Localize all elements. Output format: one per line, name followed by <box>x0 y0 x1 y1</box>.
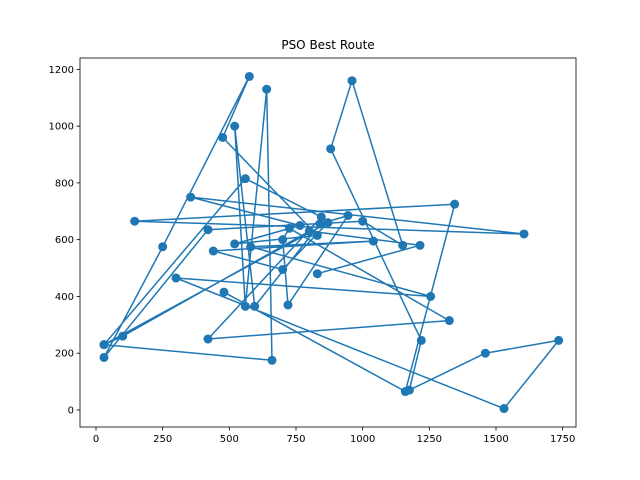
x-tick-label: 750 <box>286 434 305 445</box>
route-point <box>315 219 325 229</box>
route-point <box>323 218 333 228</box>
route-point <box>99 340 109 350</box>
y-tick-label: 0 <box>68 405 74 416</box>
route-point <box>203 225 213 235</box>
route-point <box>158 242 168 252</box>
y-tick-label: 800 <box>55 178 74 189</box>
route-point <box>398 240 408 250</box>
y-tick-label: 600 <box>55 235 74 246</box>
route-point <box>368 236 378 246</box>
x-tick-label: 1250 <box>417 434 442 445</box>
route-point <box>230 121 240 131</box>
route-point <box>130 216 140 226</box>
route-point <box>499 404 509 414</box>
route-point <box>230 239 240 249</box>
route-point <box>171 273 181 283</box>
route-point <box>343 211 353 221</box>
route-point <box>326 144 336 154</box>
y-axis: 0 200 400 600 800 1000 1200 <box>49 65 80 416</box>
y-tick-label: 200 <box>55 349 74 360</box>
route-point <box>99 352 109 362</box>
route-point <box>347 76 357 86</box>
plot-frame <box>79 57 577 428</box>
route-point <box>267 355 277 365</box>
route-point <box>480 348 490 358</box>
route-point <box>295 220 305 230</box>
route-point <box>246 242 256 252</box>
route-point <box>416 335 426 345</box>
route-point <box>284 223 294 233</box>
route-point <box>312 230 322 240</box>
route-point <box>316 212 326 222</box>
route-point <box>250 301 260 311</box>
x-tick-label: 1500 <box>483 434 508 445</box>
x-tick-label: 0 <box>93 434 99 445</box>
route-point <box>208 246 218 256</box>
route-point <box>358 216 368 226</box>
route-line <box>103 75 560 410</box>
route-point <box>404 385 414 395</box>
route-point <box>186 192 196 202</box>
y-tick-label: 1200 <box>49 65 74 76</box>
route-point <box>278 264 288 274</box>
route-point <box>554 335 564 345</box>
route-point <box>203 334 213 344</box>
route-point <box>219 287 229 297</box>
route-point <box>244 71 254 81</box>
route-point <box>262 84 272 94</box>
route-point <box>312 269 322 279</box>
x-axis: 0 250 500 750 1000 1250 1500 1750 <box>93 427 575 445</box>
x-tick-label: 250 <box>153 434 172 445</box>
route-point <box>444 316 454 326</box>
x-tick-label: 1000 <box>350 434 375 445</box>
route-point <box>118 331 128 341</box>
route-series <box>99 71 564 414</box>
chart-title: PSO Best Route <box>281 38 374 52</box>
route-point <box>450 199 460 209</box>
route-point <box>519 229 529 239</box>
route-point <box>278 235 288 245</box>
x-tick-label: 1750 <box>550 434 575 445</box>
route-point <box>218 132 228 142</box>
route-point <box>283 300 293 310</box>
route-point <box>415 240 425 250</box>
y-tick-label: 400 <box>55 292 74 303</box>
route-point <box>304 226 314 236</box>
route-point <box>240 174 250 184</box>
y-tick-label: 1000 <box>49 122 74 133</box>
x-tick-label: 500 <box>220 434 239 445</box>
route-point <box>426 291 436 301</box>
route-point <box>240 301 250 311</box>
